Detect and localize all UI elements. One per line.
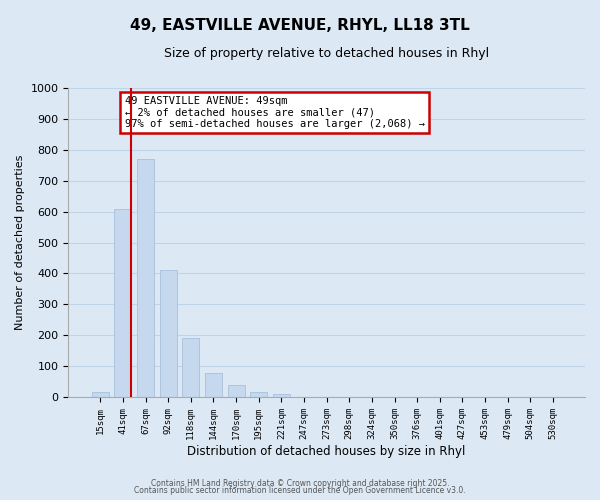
Bar — [182, 338, 199, 397]
Bar — [250, 392, 267, 397]
Bar — [160, 270, 176, 397]
Text: 49 EASTVILLE AVENUE: 49sqm
← 2% of detached houses are smaller (47)
97% of semi-: 49 EASTVILLE AVENUE: 49sqm ← 2% of detac… — [125, 96, 425, 129]
Title: Size of property relative to detached houses in Rhyl: Size of property relative to detached ho… — [164, 48, 489, 60]
X-axis label: Distribution of detached houses by size in Rhyl: Distribution of detached houses by size … — [187, 444, 466, 458]
Bar — [92, 392, 109, 397]
Bar — [273, 394, 290, 397]
Y-axis label: Number of detached properties: Number of detached properties — [15, 155, 25, 330]
Text: Contains HM Land Registry data © Crown copyright and database right 2025.: Contains HM Land Registry data © Crown c… — [151, 478, 449, 488]
Bar — [227, 384, 245, 397]
Text: Contains public sector information licensed under the Open Government Licence v3: Contains public sector information licen… — [134, 486, 466, 495]
Bar — [137, 159, 154, 397]
Text: 49, EASTVILLE AVENUE, RHYL, LL18 3TL: 49, EASTVILLE AVENUE, RHYL, LL18 3TL — [130, 18, 470, 32]
Bar — [205, 373, 222, 397]
Bar — [115, 208, 131, 397]
